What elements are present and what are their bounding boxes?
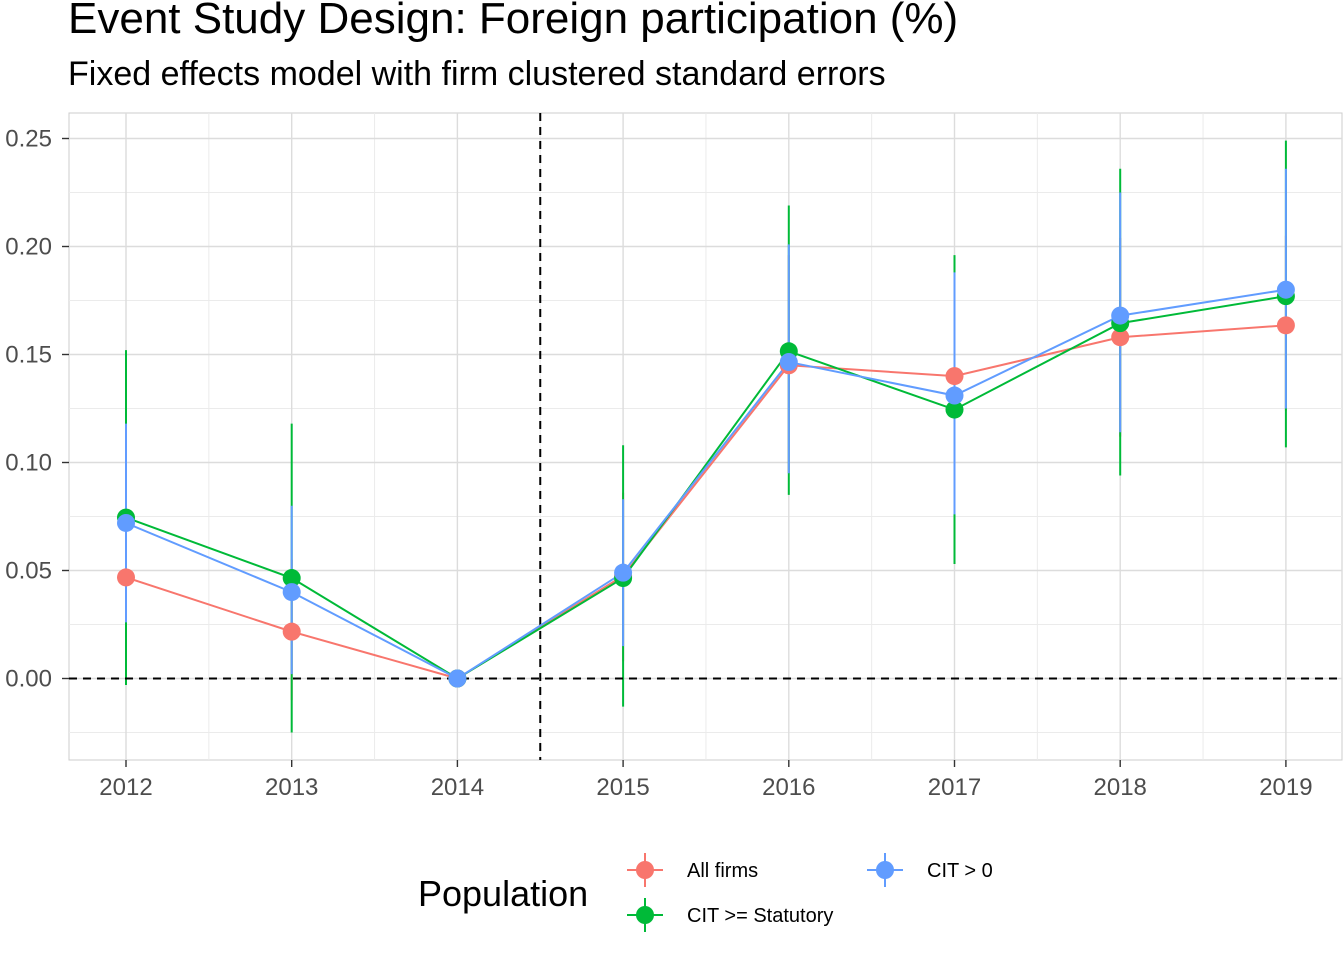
data-point <box>945 386 964 405</box>
x-tick-label: 2019 <box>1259 774 1312 801</box>
x-tick-label: 2015 <box>596 774 649 801</box>
data-point <box>945 400 964 419</box>
data-point <box>779 353 798 372</box>
x-tick-label: 2016 <box>762 774 815 801</box>
data-point <box>448 669 467 688</box>
legend-label: All firms <box>687 860 758 882</box>
x-tick-label: 2013 <box>265 774 318 801</box>
data-point <box>1111 306 1130 325</box>
data-point <box>117 568 135 587</box>
y-tick-label: 0.05 <box>5 558 52 585</box>
y-tick-label: 0.15 <box>5 342 52 369</box>
x-tick-label: 2012 <box>99 774 152 801</box>
data-point <box>1276 280 1295 299</box>
legend-label: CIT > 0 <box>927 860 993 882</box>
data-point <box>1276 316 1295 335</box>
legend-title: Population <box>418 873 588 914</box>
data-point <box>614 563 633 582</box>
legend-label: CIT >= Statutory <box>687 905 833 927</box>
x-tick-label: 2018 <box>1094 774 1147 801</box>
data-point <box>117 513 135 532</box>
data-point <box>282 569 301 588</box>
chart-subtitle: Fixed effects model with firm clustered … <box>68 55 886 93</box>
data-point <box>1111 328 1130 347</box>
legend-key-point <box>876 861 894 879</box>
legend-key-point <box>636 861 654 879</box>
x-tick-label: 2017 <box>928 774 981 801</box>
series-line <box>125 288 1287 680</box>
chart-title: Event Study Design: Foreign participatio… <box>68 0 959 43</box>
series-line <box>125 324 1286 680</box>
y-tick-label: 0.10 <box>5 450 52 477</box>
legend-key-point <box>636 906 654 924</box>
y-tick-label: 0.00 <box>5 666 52 693</box>
y-tick-label: 0.20 <box>5 234 52 261</box>
data-point <box>282 622 301 641</box>
x-tick-label: 2014 <box>431 774 484 801</box>
series-line <box>125 295 1287 680</box>
data-point <box>945 367 964 386</box>
data-point <box>282 583 301 602</box>
y-tick-label: 0.25 <box>5 126 52 153</box>
